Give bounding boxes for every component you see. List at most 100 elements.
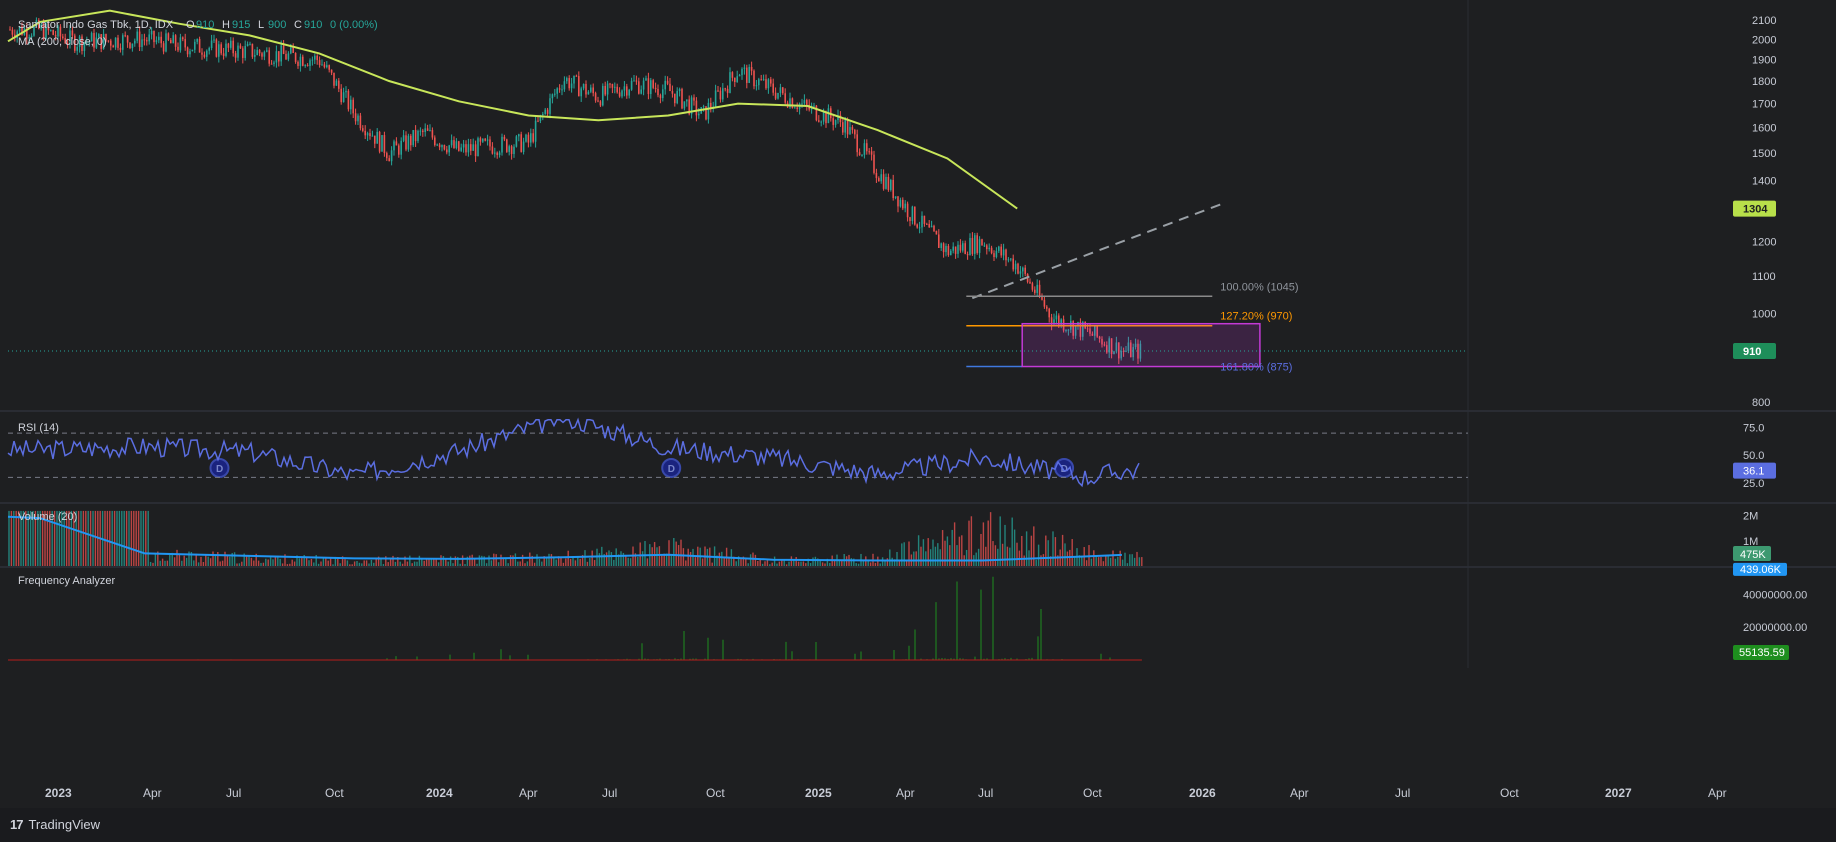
volume-bar <box>289 563 291 566</box>
candle-body <box>875 172 878 179</box>
volume-bar <box>423 560 425 566</box>
candle-body <box>918 227 921 229</box>
legend-main[interactable]: Samator Indo Gas Tbk, 1D, IDX O 910 H 915 L 90… <box>18 19 378 31</box>
candle-body <box>81 36 83 51</box>
volume-bar <box>178 553 181 566</box>
candle-body <box>174 35 177 47</box>
volume-bar <box>788 561 790 566</box>
volume-bar <box>737 556 740 566</box>
volume-bar <box>73 510 75 566</box>
volume-bar <box>56 510 58 566</box>
volume-bar <box>454 556 457 566</box>
candle-body <box>350 99 352 110</box>
volume-bar <box>1049 556 1052 566</box>
volume-bar <box>627 557 629 566</box>
volume-bar <box>997 548 999 566</box>
candle-body <box>136 31 138 41</box>
time-axis-label: Oct <box>706 786 725 800</box>
time-axis-label: Oct <box>1500 786 1519 800</box>
volume-bar <box>171 552 173 566</box>
candle-body <box>762 79 765 81</box>
volume-bar <box>157 551 159 566</box>
price-tick-label: 1500 <box>1752 148 1776 160</box>
volume-bar <box>821 562 824 566</box>
volume-bar <box>529 552 531 566</box>
volume-bar <box>41 510 44 566</box>
rsi-pane: 75.0 50.0 25.0 RSI (14) 36.1 <box>7 417 1776 490</box>
volume-bar <box>639 542 641 566</box>
volume-bar <box>459 563 461 566</box>
candle-body <box>294 52 297 62</box>
volume-bar <box>461 555 464 566</box>
rsi-legend: RSI (14) <box>18 422 59 434</box>
candle-body <box>510 146 513 154</box>
candle-body <box>369 133 371 137</box>
volume-bar <box>473 558 476 566</box>
tradingview-brand[interactable]: 17 TradingView <box>10 817 100 832</box>
candle-body <box>866 143 868 152</box>
volume-bar <box>898 559 901 566</box>
volume-bar <box>1141 557 1143 566</box>
volume-bar <box>1011 517 1013 566</box>
candle-body <box>923 215 926 224</box>
candle-body <box>371 135 374 137</box>
candle-body <box>618 92 621 97</box>
volume-bar <box>541 561 543 566</box>
volume-bar <box>965 549 968 566</box>
volume-bar <box>519 561 521 566</box>
candle-body <box>381 135 383 152</box>
volume-bar <box>977 548 980 566</box>
candle-body <box>695 100 698 116</box>
volume-bar <box>769 564 771 566</box>
volume-bar <box>826 558 829 566</box>
volume-bar <box>226 554 229 566</box>
candle-body <box>441 144 443 148</box>
candle-body <box>1046 306 1048 309</box>
volume-bar <box>416 561 418 566</box>
ma-price-marker-bg <box>1733 200 1776 217</box>
candle-body <box>710 102 712 108</box>
volume-bar <box>867 560 869 566</box>
volume-bar <box>819 560 821 566</box>
volume-bar <box>855 563 857 566</box>
volume-bar <box>303 555 305 566</box>
candle-body <box>177 46 179 51</box>
candle-body <box>998 246 1000 251</box>
volume-bar <box>380 558 382 566</box>
candle-body <box>623 86 626 91</box>
volume-bar <box>250 557 253 566</box>
volume-bar <box>953 522 956 566</box>
candle-body <box>724 88 726 90</box>
candle-body <box>549 98 551 114</box>
volume-bar <box>992 541 994 566</box>
target-zone-box[interactable] <box>1021 322 1261 368</box>
candle-body <box>736 76 738 82</box>
candle-body <box>110 40 112 46</box>
volume-bar <box>291 559 293 566</box>
candle-body <box>261 53 263 57</box>
volume-bar <box>1090 558 1093 566</box>
candle-body <box>654 87 657 89</box>
candle-body <box>314 55 316 60</box>
volume-value-marker: 475K <box>1733 546 1771 562</box>
candle-body <box>479 138 482 142</box>
volume-bar <box>1117 556 1119 566</box>
candle-body <box>518 134 520 137</box>
volume-bar <box>1129 554 1131 566</box>
volume-bar <box>759 558 761 566</box>
candle-body <box>940 243 942 248</box>
volume-bar <box>452 563 454 566</box>
candle-body <box>782 87 784 94</box>
candle-body <box>282 45 285 55</box>
candle-body <box>326 65 328 68</box>
dividend-marker[interactable]: D <box>661 458 682 478</box>
candle-body <box>429 130 431 132</box>
dividend-marker[interactable]: D <box>209 458 230 478</box>
volume-bar <box>397 557 399 566</box>
candle-body <box>986 245 988 250</box>
candle-body <box>458 141 460 151</box>
trend-line[interactable] <box>971 202 1223 300</box>
rsi-value-bg <box>1733 462 1776 479</box>
volume-bar <box>994 545 997 566</box>
